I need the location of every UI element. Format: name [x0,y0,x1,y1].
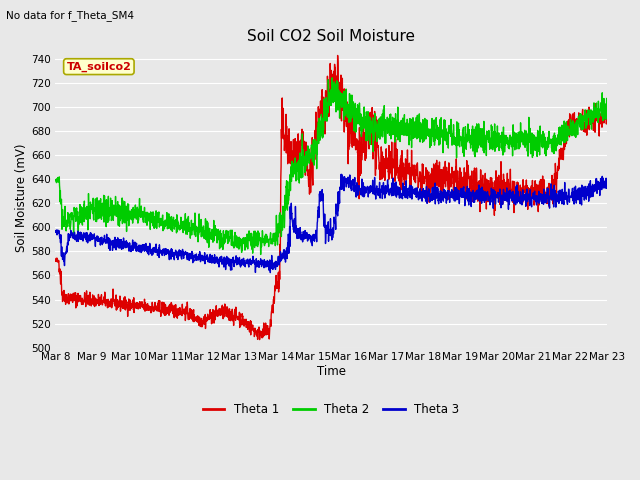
Text: No data for f_Theta_SM4: No data for f_Theta_SM4 [6,10,134,21]
Title: Soil CO2 Soil Moisture: Soil CO2 Soil Moisture [247,29,415,44]
Y-axis label: Soil Moisture (mV): Soil Moisture (mV) [15,143,28,252]
Text: TA_soilco2: TA_soilco2 [67,61,131,72]
X-axis label: Time: Time [317,365,346,378]
Legend: Theta 1, Theta 2, Theta 3: Theta 1, Theta 2, Theta 3 [198,398,464,421]
